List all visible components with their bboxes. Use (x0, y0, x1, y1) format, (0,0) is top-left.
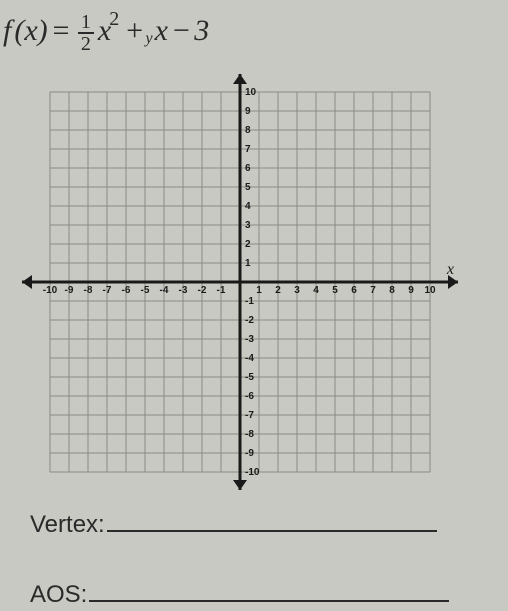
svg-text:x: x (446, 261, 454, 278)
svg-text:2: 2 (245, 239, 251, 250)
fn-var: x (24, 14, 37, 48)
fn-name: f (3, 14, 11, 48)
svg-text:1: 1 (245, 258, 251, 269)
svg-text:-6: -6 (245, 391, 254, 402)
op2: − (171, 14, 191, 48)
svg-text:6: 6 (245, 163, 251, 174)
term3: 3 (194, 14, 209, 48)
term1-exp: 2 (109, 8, 119, 31)
svg-text:2: 2 (275, 285, 281, 296)
svg-text:9: 9 (245, 106, 251, 117)
vertex-label: Vertex: (30, 511, 105, 539)
equation: f ( x ) = 1 2 x 2 + y x − 3 (0, 10, 209, 52)
term2: x (155, 14, 168, 48)
graph-svg: -10-9-8-7-6-5-4-3-2-112345678910-10-9-8-… (20, 72, 460, 492)
svg-text:9: 9 (408, 285, 414, 296)
svg-text:-6: -6 (122, 285, 131, 296)
svg-text:10: 10 (245, 87, 257, 98)
svg-text:-10: -10 (245, 467, 260, 478)
svg-text:-2: -2 (245, 315, 254, 326)
svg-text:-7: -7 (103, 285, 112, 296)
svg-text:10: 10 (424, 285, 436, 296)
svg-text:5: 5 (332, 285, 338, 296)
svg-text:-2: -2 (198, 285, 207, 296)
svg-text:3: 3 (294, 285, 300, 296)
svg-text:-7: -7 (245, 410, 254, 421)
svg-text:-8: -8 (245, 429, 254, 440)
svg-text:-3: -3 (245, 334, 254, 345)
coordinate-graph: -10-9-8-7-6-5-4-3-2-112345678910-10-9-8-… (20, 72, 460, 492)
svg-text:7: 7 (370, 285, 376, 296)
aos-blank[interactable] (89, 580, 449, 602)
svg-text:3: 3 (245, 220, 251, 231)
coefficient-fraction: 1 2 (78, 12, 94, 54)
op1: + (124, 14, 144, 48)
svg-text:-9: -9 (245, 448, 254, 459)
vertex-blank[interactable] (107, 510, 437, 532)
svg-text:4: 4 (245, 201, 251, 212)
svg-text:8: 8 (245, 125, 251, 136)
svg-text:-4: -4 (160, 285, 169, 296)
svg-text:-10: -10 (43, 285, 58, 296)
svg-text:6: 6 (351, 285, 357, 296)
aos-label: AOS: (30, 581, 87, 609)
svg-text:1: 1 (256, 285, 262, 296)
y-axis-label-inline: y (146, 30, 153, 48)
aos-answer: AOS: (30, 580, 449, 609)
svg-text:-1: -1 (217, 285, 226, 296)
svg-text:-9: -9 (65, 285, 74, 296)
svg-text:-3: -3 (179, 285, 188, 296)
svg-text:-1: -1 (245, 296, 254, 307)
vertex-answer: Vertex: (30, 510, 437, 539)
svg-text:-8: -8 (84, 285, 93, 296)
svg-text:8: 8 (389, 285, 395, 296)
svg-text:-5: -5 (141, 285, 150, 296)
svg-text:-4: -4 (245, 353, 254, 364)
svg-text:-5: -5 (245, 372, 254, 383)
svg-text:7: 7 (245, 144, 251, 155)
svg-text:5: 5 (245, 182, 251, 193)
svg-text:4: 4 (313, 285, 319, 296)
